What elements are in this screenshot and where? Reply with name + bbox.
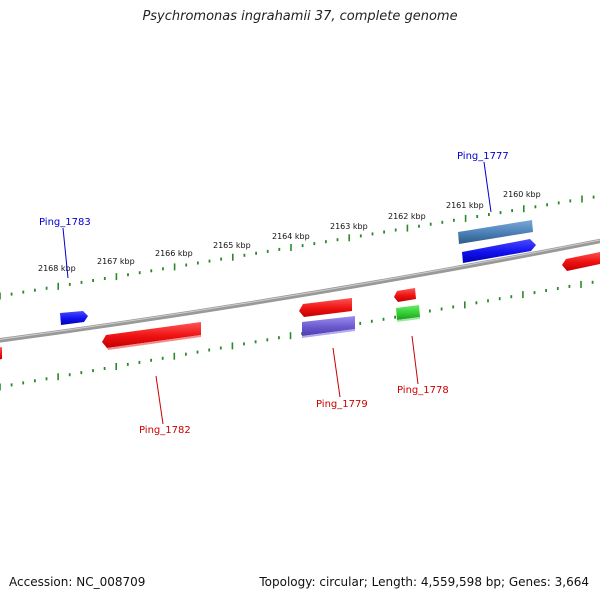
tick-label-2161: 2161 kbp (446, 201, 484, 210)
tick-label-2168: 2168 kbp (38, 264, 76, 273)
tick-label-2162: 2162 kbp (388, 212, 426, 221)
upper-scale-ticks (0, 195, 595, 300)
accession-text: Accession: NC_008709 (9, 575, 146, 589)
leader-ping-1783 (62, 227, 69, 279)
gene-arrow-ping-1782[interactable] (102, 322, 201, 348)
gene-label-leaders (62, 161, 492, 425)
gene-features (0, 220, 600, 360)
leader-ping-1779 (332, 347, 341, 398)
gene-box-ping-1777[interactable] (458, 220, 533, 244)
tick-label-2165: 2165 kbp (213, 241, 251, 250)
topology-text: Topology: circular; Length: 4,559,598 bp… (259, 575, 589, 589)
gene-arrow-ping-1777[interactable] (462, 239, 536, 263)
scale-labels: 2168 kbp 2167 kbp 2166 kbp 2165 kbp 2164… (38, 190, 541, 273)
gene-arrow-left-edge[interactable] (0, 347, 2, 360)
gene-arrow-ping-1778-red[interactable] (394, 288, 416, 302)
leader-ping-1782 (155, 375, 164, 425)
map-title: Psychromonas ingrahamii 37, complete gen… (142, 9, 458, 24)
gene-arrow-right-edge[interactable] (562, 251, 600, 271)
gene-arrow-ping-1779-red[interactable] (299, 298, 352, 317)
label-ping-1777[interactable]: Ping_1777 (457, 151, 509, 162)
gene-box-ping-1778[interactable] (396, 305, 420, 320)
tick-label-2160: 2160 kbp (503, 190, 541, 199)
genome-backbone (0, 238, 600, 343)
gene-box-ping-1778-shadow (397, 317, 420, 322)
tick-label-2166: 2166 kbp (155, 249, 193, 258)
gene-arrow-ping-1783[interactable] (60, 311, 88, 325)
tick-label-2163: 2163 kbp (330, 222, 368, 231)
label-ping-1778[interactable]: Ping_1778 (397, 385, 449, 396)
tick-label-2167: 2167 kbp (97, 257, 135, 266)
gene-box-ping-1779-shadow (302, 329, 355, 338)
label-ping-1782[interactable]: Ping_1782 (139, 425, 191, 436)
gene-box-ping-1779[interactable] (302, 316, 355, 336)
label-ping-1779[interactable]: Ping_1779 (316, 399, 368, 410)
leader-ping-1777 (483, 161, 492, 213)
leader-ping-1778 (411, 335, 419, 385)
gene-labels: Ping_1777 Ping_1783 Ping_1782 Ping_1779 … (39, 151, 509, 436)
tick-label-2164: 2164 kbp (272, 232, 310, 241)
genome-backbone-highlight (0, 239, 600, 340)
label-ping-1783[interactable]: Ping_1783 (39, 217, 91, 228)
gene-arrow-ping-1782-shadow (107, 335, 201, 350)
